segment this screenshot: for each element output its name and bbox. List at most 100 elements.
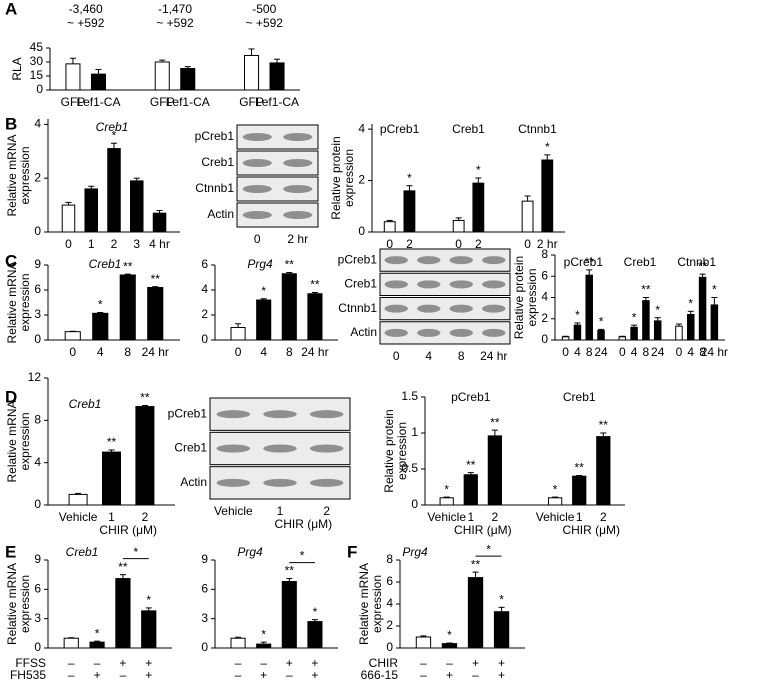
bar bbox=[68, 493, 88, 506]
treatment-sign: + bbox=[498, 656, 505, 670]
y-tick-label: 0 bbox=[34, 332, 41, 346]
error-bar bbox=[600, 432, 607, 437]
blot-lane-label: 0 bbox=[254, 232, 261, 246]
y-axis-label: expression bbox=[18, 412, 32, 470]
chart-title: Prg4 bbox=[247, 257, 273, 271]
y-tick-label: 9 bbox=[34, 552, 41, 566]
y-tick-label: 2 bbox=[386, 618, 393, 632]
error-bar bbox=[97, 312, 104, 314]
treatment-sign: + bbox=[311, 668, 318, 681]
x-tick-label: 4 bbox=[574, 345, 581, 359]
y-axis-label: Relative mRNA bbox=[5, 563, 19, 645]
y-tick-label: 0 bbox=[358, 224, 365, 238]
blot-band bbox=[263, 444, 297, 453]
panel-label: B bbox=[5, 114, 17, 133]
y-tick-label: 15 bbox=[30, 68, 44, 82]
significance: * bbox=[545, 140, 550, 154]
bar bbox=[561, 336, 570, 341]
bar bbox=[383, 221, 396, 233]
y-tick-label: 3 bbox=[201, 611, 208, 625]
blot-row-label: pCreb1 bbox=[338, 252, 378, 266]
error-bar bbox=[88, 185, 95, 189]
blot-band bbox=[216, 444, 251, 453]
bar bbox=[64, 331, 81, 341]
treatment-sign: + bbox=[498, 668, 505, 681]
bar bbox=[180, 68, 196, 91]
significance: * bbox=[313, 605, 318, 619]
bar bbox=[135, 406, 155, 506]
y-tick-label: 0 bbox=[541, 332, 548, 346]
y-tick-label: 6 bbox=[201, 257, 208, 271]
y-tick-label: 1 bbox=[411, 425, 418, 439]
x-tick-label: 8 bbox=[286, 345, 293, 359]
bar bbox=[572, 475, 587, 506]
error-bar bbox=[286, 578, 293, 582]
bar bbox=[675, 325, 683, 341]
error-bar bbox=[311, 619, 318, 622]
bar bbox=[269, 62, 285, 91]
error-bar bbox=[475, 177, 482, 184]
x-tick-label: 0 bbox=[676, 345, 683, 359]
blot-band bbox=[242, 133, 272, 141]
y-tick-label: 2 bbox=[358, 173, 365, 187]
y-tick-label: 6 bbox=[541, 268, 548, 282]
error-bar bbox=[95, 68, 102, 75]
bar bbox=[256, 643, 272, 649]
treatment-label: FFSS bbox=[15, 656, 46, 670]
bar bbox=[90, 73, 106, 91]
blot-lane-label: 1 bbox=[277, 504, 284, 518]
x-tick-label: 2 bbox=[406, 237, 413, 251]
blot-lane-label: 2 bbox=[323, 504, 330, 518]
blot-band bbox=[263, 410, 297, 419]
x-tick-label: 2 bbox=[142, 510, 149, 524]
y-axis-label: expression bbox=[18, 273, 32, 331]
significance: * bbox=[444, 482, 449, 496]
bar bbox=[92, 312, 109, 341]
treatment-sign: + bbox=[286, 656, 293, 670]
error-bar bbox=[235, 323, 242, 328]
y-axis-label: expression bbox=[395, 422, 409, 480]
blot-row-label: pCreb1 bbox=[168, 406, 208, 420]
error-bar bbox=[260, 641, 267, 645]
y-axis-label: Relative mRNA bbox=[5, 261, 19, 343]
y-tick-label: 6 bbox=[34, 282, 41, 296]
blot-band bbox=[384, 328, 408, 337]
error-bar bbox=[443, 496, 450, 498]
x-tick-label: 8 bbox=[124, 345, 131, 359]
bar bbox=[307, 293, 323, 341]
x-tick-label: Vehicle bbox=[59, 510, 98, 524]
comparison-label: * bbox=[300, 549, 305, 563]
blot-row-label: Ctnnb1 bbox=[195, 181, 234, 195]
y-axis-label: Relative mRNA bbox=[5, 134, 19, 216]
bar bbox=[487, 435, 503, 506]
group-label: pCreb1 bbox=[380, 122, 420, 136]
blot-band bbox=[449, 328, 473, 337]
error-bar bbox=[311, 292, 318, 294]
bar bbox=[573, 324, 582, 341]
error-bar bbox=[552, 496, 559, 498]
y-axis-label: expression bbox=[18, 575, 32, 633]
blot-row-label: Ctnnb1 bbox=[338, 301, 377, 315]
significance: ** bbox=[698, 259, 708, 273]
bar bbox=[541, 159, 554, 233]
blot-band bbox=[242, 211, 272, 219]
error-bar bbox=[133, 177, 140, 181]
treatment-sign: – bbox=[120, 668, 127, 681]
treatment-sign: + bbox=[472, 656, 479, 670]
y-tick-label: 9 bbox=[201, 552, 208, 566]
error-bar bbox=[675, 323, 682, 327]
bar bbox=[63, 637, 79, 649]
blot-band bbox=[417, 304, 441, 313]
blot-band bbox=[449, 256, 473, 265]
treatment-label: 666-15 bbox=[361, 668, 399, 681]
x-tick-label: 8 bbox=[643, 345, 650, 359]
x-tick-label: 0 bbox=[65, 237, 72, 251]
blot-strip bbox=[379, 272, 511, 296]
group-label: -500 bbox=[252, 2, 276, 16]
significance: ** bbox=[471, 557, 481, 571]
error-bar bbox=[235, 636, 242, 639]
significance: ** bbox=[641, 283, 651, 297]
y-tick-label: 8 bbox=[34, 413, 41, 427]
bar bbox=[439, 497, 454, 506]
blot-band bbox=[417, 256, 441, 265]
